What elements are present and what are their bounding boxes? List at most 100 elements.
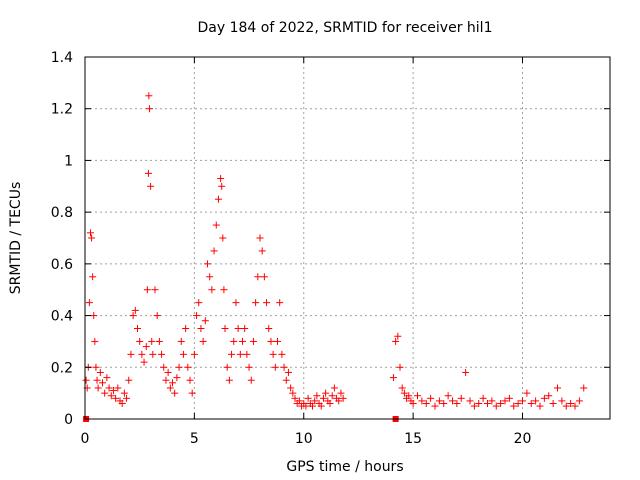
data-point (263, 299, 271, 307)
data-point (245, 363, 253, 371)
x-tick-label: 5 (190, 431, 199, 447)
plot-frame (84, 56, 611, 420)
data-point (326, 399, 334, 407)
data-point (243, 350, 251, 358)
data-point (92, 363, 100, 371)
y-tick-label: 1.4 (51, 50, 73, 66)
data-point (221, 325, 229, 332)
data-point (134, 325, 141, 332)
data-point (392, 337, 400, 345)
data-point (295, 397, 303, 405)
data-point (335, 397, 343, 405)
data-point (230, 337, 238, 345)
data-point (120, 389, 128, 397)
data-point (184, 363, 192, 371)
data-point (186, 376, 194, 384)
data-point (249, 337, 257, 345)
data-point (271, 363, 279, 371)
data-point (146, 105, 154, 113)
data-point (267, 337, 275, 345)
data-point (91, 337, 99, 345)
data-point (330, 384, 338, 392)
data-point (287, 384, 295, 392)
data-point (398, 384, 406, 392)
chart-title: Day 184 of 2022, SRMTID for receiver hil… (198, 20, 493, 36)
data-point (549, 399, 557, 407)
data-point (90, 312, 98, 320)
data-point (289, 389, 297, 397)
data-point (252, 299, 260, 307)
data-point (532, 397, 540, 405)
data-point (127, 350, 135, 358)
data-point (103, 374, 111, 382)
data-point (339, 394, 347, 402)
data-point (241, 325, 249, 332)
data-point (276, 299, 284, 307)
data-point (558, 397, 566, 405)
data-point (101, 389, 109, 397)
data-point (107, 392, 115, 400)
data-point (328, 392, 336, 400)
data-point (431, 402, 439, 410)
data-point (166, 384, 174, 392)
data-point (218, 182, 226, 190)
data-point (88, 234, 96, 242)
data-point (112, 394, 120, 402)
data-point (105, 384, 113, 392)
y-tick-label: 0.6 (51, 257, 73, 273)
data-point (317, 402, 325, 410)
data-point (400, 389, 408, 397)
data-point (94, 384, 102, 392)
data-point (309, 402, 316, 410)
data-point (523, 389, 531, 397)
data-point (256, 234, 264, 242)
data-point (453, 399, 461, 407)
data-point (280, 363, 288, 371)
data-point (131, 306, 139, 314)
data-point (93, 376, 101, 384)
data-point (82, 376, 90, 384)
data-point (501, 397, 509, 405)
data-point (422, 399, 430, 407)
data-point (228, 350, 236, 358)
x-tick-label: 10 (295, 431, 313, 447)
data-point (136, 337, 144, 345)
data-point (99, 379, 106, 387)
data-point (155, 337, 163, 345)
data-point (125, 376, 133, 384)
data-point (260, 273, 268, 281)
data-point (457, 394, 465, 402)
data-point (449, 397, 456, 405)
data-point (201, 317, 209, 325)
axis-ticks: 0 0.2 0.4 0.6 0.8 1 1.2 1.4 0 5 10 15 20 (51, 50, 610, 447)
data-point (282, 376, 290, 384)
data-point (129, 312, 137, 320)
data-point (123, 394, 131, 402)
data-point (258, 247, 266, 255)
data-point (470, 402, 478, 410)
data-point (89, 273, 97, 281)
data-point (479, 394, 487, 402)
data-point (140, 358, 148, 366)
data-point (510, 402, 518, 410)
data-point (488, 397, 496, 405)
data-point (311, 397, 319, 405)
data-point (540, 394, 548, 402)
data-point (147, 182, 155, 190)
data-point (492, 402, 500, 410)
data-point (580, 384, 588, 392)
data-point (435, 397, 443, 405)
data-point (175, 363, 183, 371)
data-point (188, 389, 196, 397)
data-point (269, 350, 277, 358)
data-point (144, 169, 152, 177)
data-point (182, 325, 190, 332)
data-point (484, 399, 491, 407)
data-point (247, 376, 255, 384)
data-point (173, 374, 181, 382)
data-point (545, 392, 553, 400)
x-axis-label: GPS time / hours (286, 459, 403, 475)
data-point (143, 286, 151, 294)
data-point (389, 374, 397, 382)
